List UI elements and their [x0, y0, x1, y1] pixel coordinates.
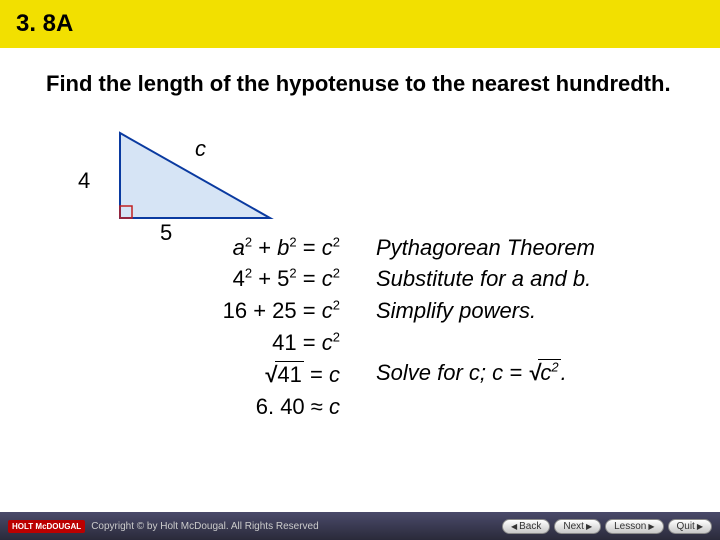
eq-row-3: 16 + 25 = c2 [80, 295, 340, 327]
content-area: 4 c 5 a2 + b2 = c2 42 + 52 = c2 16 + 25 … [0, 98, 720, 423]
note-2: Substitute for a and b. [376, 263, 595, 295]
footer-left: HOLT McDOUGAL Copyright © by Holt McDoug… [8, 520, 319, 533]
side-a-label: 4 [78, 168, 90, 194]
back-button[interactable]: ◀Back [502, 519, 550, 534]
note-5: Solve for c; c = √c2. [376, 357, 595, 389]
footer-bar: HOLT McDOUGAL Copyright © by Holt McDoug… [0, 512, 720, 540]
quit-icon: ▶ [697, 522, 703, 531]
lesson-button[interactable]: Lesson▶ [605, 519, 663, 534]
next-button[interactable]: Next▶ [554, 519, 601, 534]
note-spacer [376, 327, 595, 357]
hypotenuse-label: c [195, 136, 206, 162]
eq-row-4: 41 = c2 [80, 327, 340, 359]
eq-row-6: 6. 40 ≈ c [80, 391, 340, 423]
header-bar: 3. 8A [0, 0, 720, 48]
quit-button[interactable]: Quit▶ [668, 519, 713, 534]
problem-prompt: Find the length of the hypotenuse to the… [0, 48, 720, 98]
eq-row-5: √41 = c [80, 359, 340, 391]
publisher-logo: HOLT McDOUGAL [8, 520, 85, 533]
eq-row-2: 42 + 52 = c2 [80, 263, 340, 295]
lesson-icon: ▶ [648, 522, 654, 531]
explanation-column: Pythagorean Theorem Substitute for a and… [376, 232, 595, 423]
next-icon: ▶ [586, 522, 592, 531]
lesson-number: 3. 8A [16, 10, 73, 38]
equation-column: a2 + b2 = c2 42 + 52 = c2 16 + 25 = c2 4… [80, 232, 340, 423]
work-area: a2 + b2 = c2 42 + 52 = c2 16 + 25 = c2 4… [80, 232, 680, 423]
note-3: Simplify powers. [376, 295, 595, 327]
triangle-figure: 4 c 5 [100, 128, 300, 228]
footer-buttons: ◀Back Next▶ Lesson▶ Quit▶ [502, 519, 712, 534]
side-b-label: 5 [160, 220, 172, 246]
back-icon: ◀ [511, 522, 517, 531]
eq-row-1: a2 + b2 = c2 [80, 232, 340, 264]
note-1: Pythagorean Theorem [376, 232, 595, 264]
copyright-text: Copyright © by Holt McDougal. All Rights… [91, 521, 318, 532]
